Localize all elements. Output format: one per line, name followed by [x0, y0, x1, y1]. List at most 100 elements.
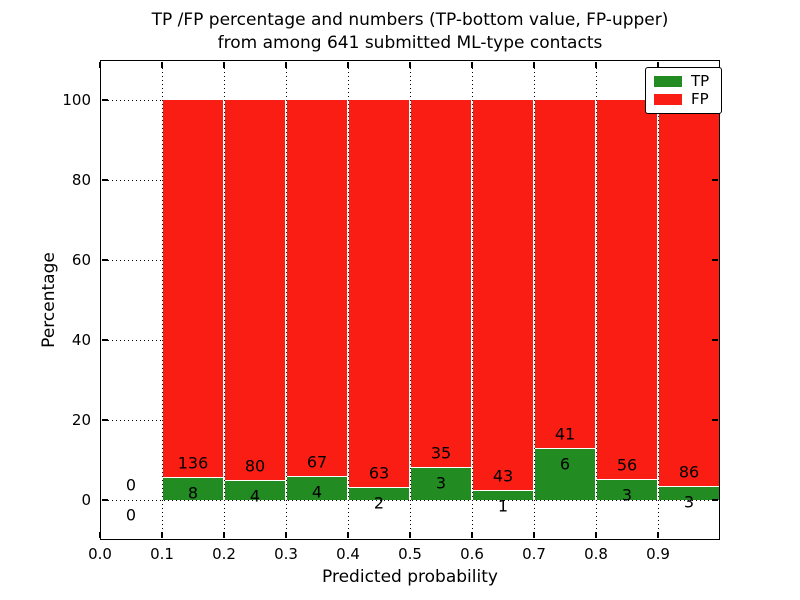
bar-fp-segment	[287, 100, 347, 477]
x-tick-label: 0.6	[460, 545, 484, 563]
grid-line-horizontal	[100, 339, 720, 341]
x-axis-label: Predicted probability	[322, 567, 498, 587]
bar-tp-segment	[225, 480, 285, 500]
fp-count-label: 136	[177, 453, 209, 473]
y-tick-mark	[101, 259, 108, 261]
legend-label-fp: FP	[691, 90, 709, 109]
tp-count-label: 3	[683, 492, 695, 512]
bar-tp-segment	[349, 487, 409, 500]
legend-swatch-tp-icon	[654, 75, 682, 87]
x-tick-mark	[99, 532, 101, 539]
x-tick-mark	[285, 532, 287, 539]
x-tick-mark-top	[99, 61, 101, 68]
bar-tp-segment	[163, 477, 223, 500]
bar-fp-segment	[659, 100, 719, 486]
grid-line-vertical	[657, 60, 659, 540]
chart-title-line1: TP /FP percentage and numbers (TP-bottom…	[151, 10, 669, 30]
fp-count-label: 80	[244, 456, 266, 476]
fp-count-label: 41	[554, 424, 576, 444]
y-tick-mark	[101, 99, 108, 101]
y-tick-mark	[101, 179, 108, 181]
x-tick-label: 0.0	[88, 545, 112, 563]
fp-count-label: 86	[678, 462, 700, 482]
bar-tp-segment	[411, 468, 471, 500]
y-tick-mark-right	[712, 419, 719, 421]
bar-tp-segment	[535, 448, 595, 500]
tp-count-label: 8	[187, 483, 199, 503]
bar-tp-segment	[473, 490, 533, 500]
y-tick-mark	[101, 419, 108, 421]
x-tick-label: 0.4	[336, 545, 360, 563]
grid-line-vertical	[595, 60, 597, 540]
y-tick-mark-right	[712, 499, 719, 501]
fp-count-label: 43	[492, 466, 514, 486]
tp-count-label: 4	[249, 486, 261, 506]
tp-count-label: 6	[559, 454, 571, 474]
bar-fp-segment	[349, 100, 409, 487]
x-tick-mark	[533, 532, 535, 539]
y-tick-mark-right	[712, 339, 719, 341]
bar-fp-segment	[163, 100, 223, 477]
bar-tp-segment	[287, 477, 347, 500]
bar-tp-segment	[597, 479, 657, 500]
bar-fp-segment	[535, 100, 595, 448]
legend-item-fp: FP	[654, 92, 713, 107]
x-tick-mark-top	[471, 61, 473, 68]
bar-fp-segment	[473, 100, 533, 490]
legend-label-tp: TP	[691, 71, 710, 90]
bar-tp-segment	[659, 486, 719, 500]
chart-title-line2: from among 641 submitted ML-type contact…	[217, 33, 603, 53]
x-tick-mark-top	[161, 61, 163, 68]
fp-count-label: 0	[125, 475, 137, 495]
y-tick-mark-right	[712, 259, 719, 261]
bar-fp-segment	[225, 100, 285, 480]
y-tick-label: 40	[71, 331, 91, 349]
y-tick-label: 20	[71, 411, 91, 429]
grid-line-vertical	[161, 60, 163, 540]
x-tick-mark-top	[657, 61, 659, 68]
x-tick-mark-top	[533, 61, 535, 68]
tp-count-label: 2	[373, 493, 385, 513]
x-tick-label: 0.2	[212, 545, 236, 563]
fp-count-label: 63	[368, 463, 390, 483]
x-tick-mark	[409, 532, 411, 539]
y-tick-mark	[101, 339, 108, 341]
x-tick-label: 0.9	[646, 545, 670, 563]
grid-line-horizontal	[100, 99, 720, 101]
x-tick-mark	[595, 532, 597, 539]
fp-count-label: 35	[430, 443, 452, 463]
grid-line-vertical	[223, 60, 225, 540]
x-tick-mark	[347, 532, 349, 539]
grid-line-horizontal	[100, 179, 720, 181]
x-tick-mark	[223, 532, 225, 539]
legend-swatch-fp-icon	[654, 94, 682, 106]
y-tick-mark-right	[712, 179, 719, 181]
chart-title: TP /FP percentage and numbers (TP-bottom…	[60, 9, 760, 55]
fp-count-label: 67	[306, 452, 328, 472]
grid-line-vertical	[533, 60, 535, 540]
y-tick-label: 60	[71, 251, 91, 269]
x-tick-mark	[161, 532, 163, 539]
grid-line-vertical	[285, 60, 287, 540]
tp-count-label: 0	[125, 505, 137, 525]
legend-item-tp: TP	[654, 71, 713, 90]
grid-line-vertical	[409, 60, 411, 540]
tp-count-label: 3	[621, 485, 633, 505]
y-tick-label: 100	[62, 91, 91, 109]
legend: TP FP	[645, 67, 722, 114]
x-tick-mark	[471, 532, 473, 539]
grid-line-vertical	[347, 60, 349, 540]
x-tick-label: 0.5	[398, 545, 422, 563]
y-tick-label: 0	[81, 491, 91, 509]
tp-count-label: 1	[497, 496, 509, 516]
x-tick-label: 0.1	[150, 545, 174, 563]
x-tick-label: 0.3	[274, 545, 298, 563]
grid-line-horizontal	[100, 419, 720, 421]
bar-fp-segment	[411, 100, 471, 468]
y-tick-mark	[101, 499, 108, 501]
x-tick-mark-top	[347, 61, 349, 68]
fp-count-label: 56	[616, 455, 638, 475]
x-tick-mark-top	[223, 61, 225, 68]
x-tick-mark-top	[595, 61, 597, 68]
